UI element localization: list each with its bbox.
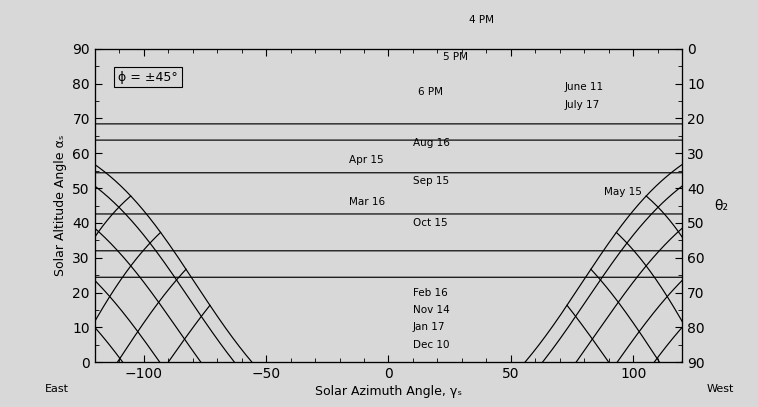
Text: 5 PM: 5 PM xyxy=(443,52,468,62)
Text: Dec 10: Dec 10 xyxy=(413,340,449,350)
Text: 4 PM: 4 PM xyxy=(469,15,494,25)
Text: ϕ = ±45°: ϕ = ±45° xyxy=(118,70,178,83)
Text: Jan 17: Jan 17 xyxy=(413,322,446,333)
Text: May 15: May 15 xyxy=(604,186,642,197)
Text: Nov 14: Nov 14 xyxy=(413,305,449,315)
Text: Aug 16: Aug 16 xyxy=(413,138,449,148)
Y-axis label: Solar Altitude Angle αₛ: Solar Altitude Angle αₛ xyxy=(54,135,67,276)
Y-axis label: θ₂: θ₂ xyxy=(714,199,728,212)
Text: Oct 15: Oct 15 xyxy=(413,218,447,228)
Text: June 11: June 11 xyxy=(565,82,604,92)
Text: July 17: July 17 xyxy=(565,100,600,109)
Text: 6 PM: 6 PM xyxy=(418,87,443,97)
Text: Mar 16: Mar 16 xyxy=(349,197,385,207)
Text: Sep 15: Sep 15 xyxy=(413,176,449,186)
Text: Apr 15: Apr 15 xyxy=(349,155,384,165)
Text: Feb 16: Feb 16 xyxy=(413,288,448,298)
X-axis label: Solar Azimuth Angle, γₛ: Solar Azimuth Angle, γₛ xyxy=(315,385,462,398)
Text: East: East xyxy=(45,384,68,394)
Text: West: West xyxy=(706,384,734,394)
